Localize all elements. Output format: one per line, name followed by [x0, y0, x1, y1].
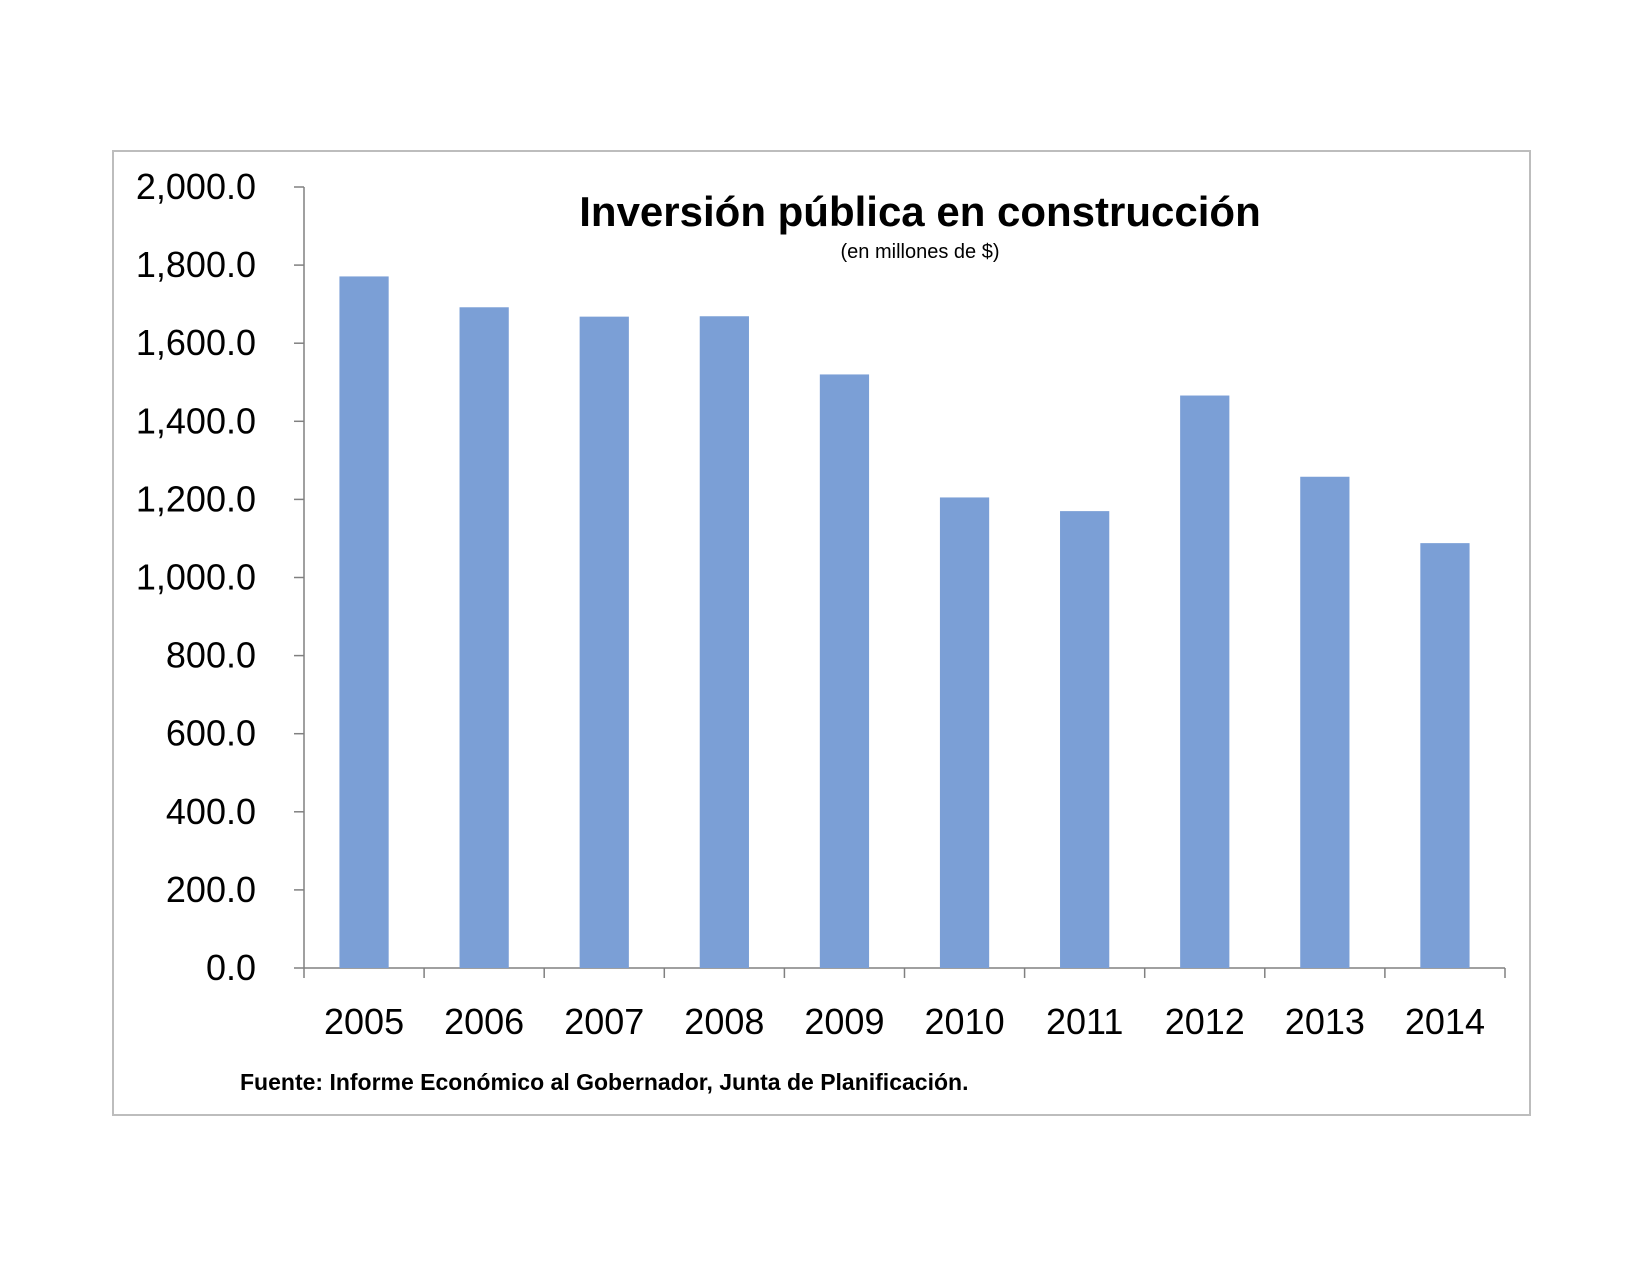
x-tick-label: 2007: [564, 1001, 644, 1042]
x-tick-label: 2009: [804, 1001, 884, 1042]
x-tick-label: 2008: [684, 1001, 764, 1042]
bar: [459, 307, 509, 968]
bar: [579, 316, 629, 968]
y-tick-label: 800.0: [166, 635, 256, 676]
bar: [1300, 476, 1350, 968]
y-tick-label: 1,800.0: [136, 244, 256, 285]
y-tick-label: 1,600.0: [136, 322, 256, 363]
x-tick-label: 2012: [1165, 1001, 1245, 1042]
bar: [1420, 543, 1470, 968]
x-tick-label: 2014: [1405, 1001, 1485, 1042]
x-tick-label: 2010: [925, 1001, 1005, 1042]
chart-title: Inversión pública en construcción: [579, 188, 1260, 235]
bar: [699, 316, 749, 968]
bar: [1180, 395, 1230, 969]
x-tick-label: 2011: [1046, 1001, 1123, 1042]
y-tick-label: 200.0: [166, 869, 256, 910]
x-tick-label: 2013: [1285, 1001, 1365, 1042]
bar: [1060, 511, 1110, 968]
y-tick-label: 400.0: [166, 791, 256, 832]
y-tick-label: 1,000.0: [136, 557, 256, 598]
y-tick-label: 2,000.0: [136, 166, 256, 207]
bar: [819, 374, 870, 968]
y-tick-label: 0.0: [206, 947, 256, 988]
bars: [339, 276, 1470, 969]
y-tick-label: 600.0: [166, 713, 256, 754]
chart-subtitle: (en millones de $): [841, 241, 1000, 263]
bar: [939, 497, 990, 968]
x-tick-label: 2006: [444, 1001, 524, 1042]
bar: [339, 276, 389, 968]
y-tick-label: 1,200.0: [136, 478, 256, 519]
y-axis: 0.0 200.0 400.0 600.0 800.0 1,000.0 1,200.0 1,4…: [136, 166, 305, 988]
x-tick-label: 2005: [324, 1001, 404, 1042]
source-note: Fuente: Informe Económico al Gobernador,…: [240, 1069, 968, 1095]
y-tick-label: 1,400.0: [136, 400, 256, 441]
